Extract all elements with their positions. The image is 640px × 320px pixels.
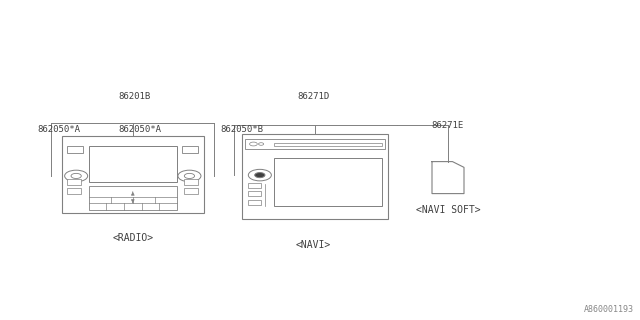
Text: 86271D: 86271D	[298, 92, 330, 101]
Bar	[67, 146, 83, 153]
Bar	[62, 136, 204, 213]
Circle shape	[259, 143, 264, 145]
Bar	[182, 146, 198, 153]
Circle shape	[71, 173, 81, 179]
Circle shape	[178, 170, 201, 182]
Text: 86201B: 86201B	[118, 92, 150, 101]
Bar	[245, 139, 385, 149]
Circle shape	[250, 142, 257, 146]
Text: <NAVI>: <NAVI>	[296, 240, 332, 250]
Text: <NAVI SOFT>: <NAVI SOFT>	[416, 204, 480, 215]
Bar	[248, 183, 261, 188]
Text: 862050*A: 862050*A	[37, 125, 80, 134]
Bar	[242, 134, 388, 219]
Circle shape	[248, 169, 271, 181]
Bar	[89, 148, 177, 151]
Bar	[274, 158, 382, 206]
Text: A860001193: A860001193	[584, 305, 634, 314]
Circle shape	[255, 172, 265, 178]
Bar	[274, 143, 382, 146]
Bar	[184, 188, 198, 194]
Bar	[248, 191, 261, 196]
Bar	[184, 179, 198, 185]
Text: <RADIO>: <RADIO>	[113, 233, 154, 244]
Bar	[89, 186, 177, 210]
Bar	[248, 200, 261, 205]
Bar	[89, 146, 177, 182]
Circle shape	[65, 170, 88, 182]
Text: 862050*B: 862050*B	[221, 125, 264, 134]
Bar	[67, 179, 81, 185]
Circle shape	[184, 173, 195, 179]
Text: 86271E: 86271E	[432, 121, 464, 130]
Text: 862050*A: 862050*A	[118, 125, 161, 134]
Bar	[67, 188, 81, 194]
